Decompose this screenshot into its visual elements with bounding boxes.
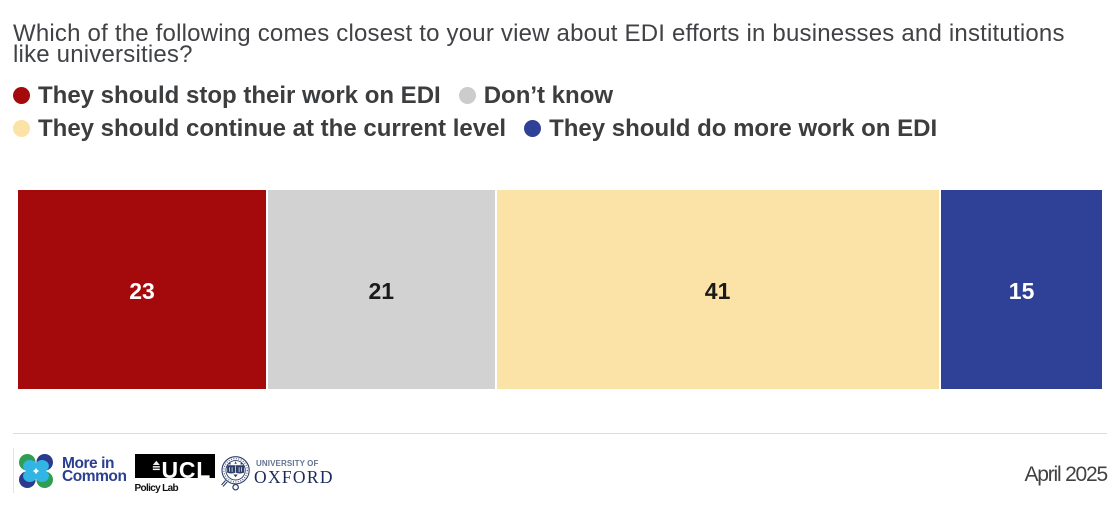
svg-text:UCL: UCL bbox=[162, 456, 212, 477]
